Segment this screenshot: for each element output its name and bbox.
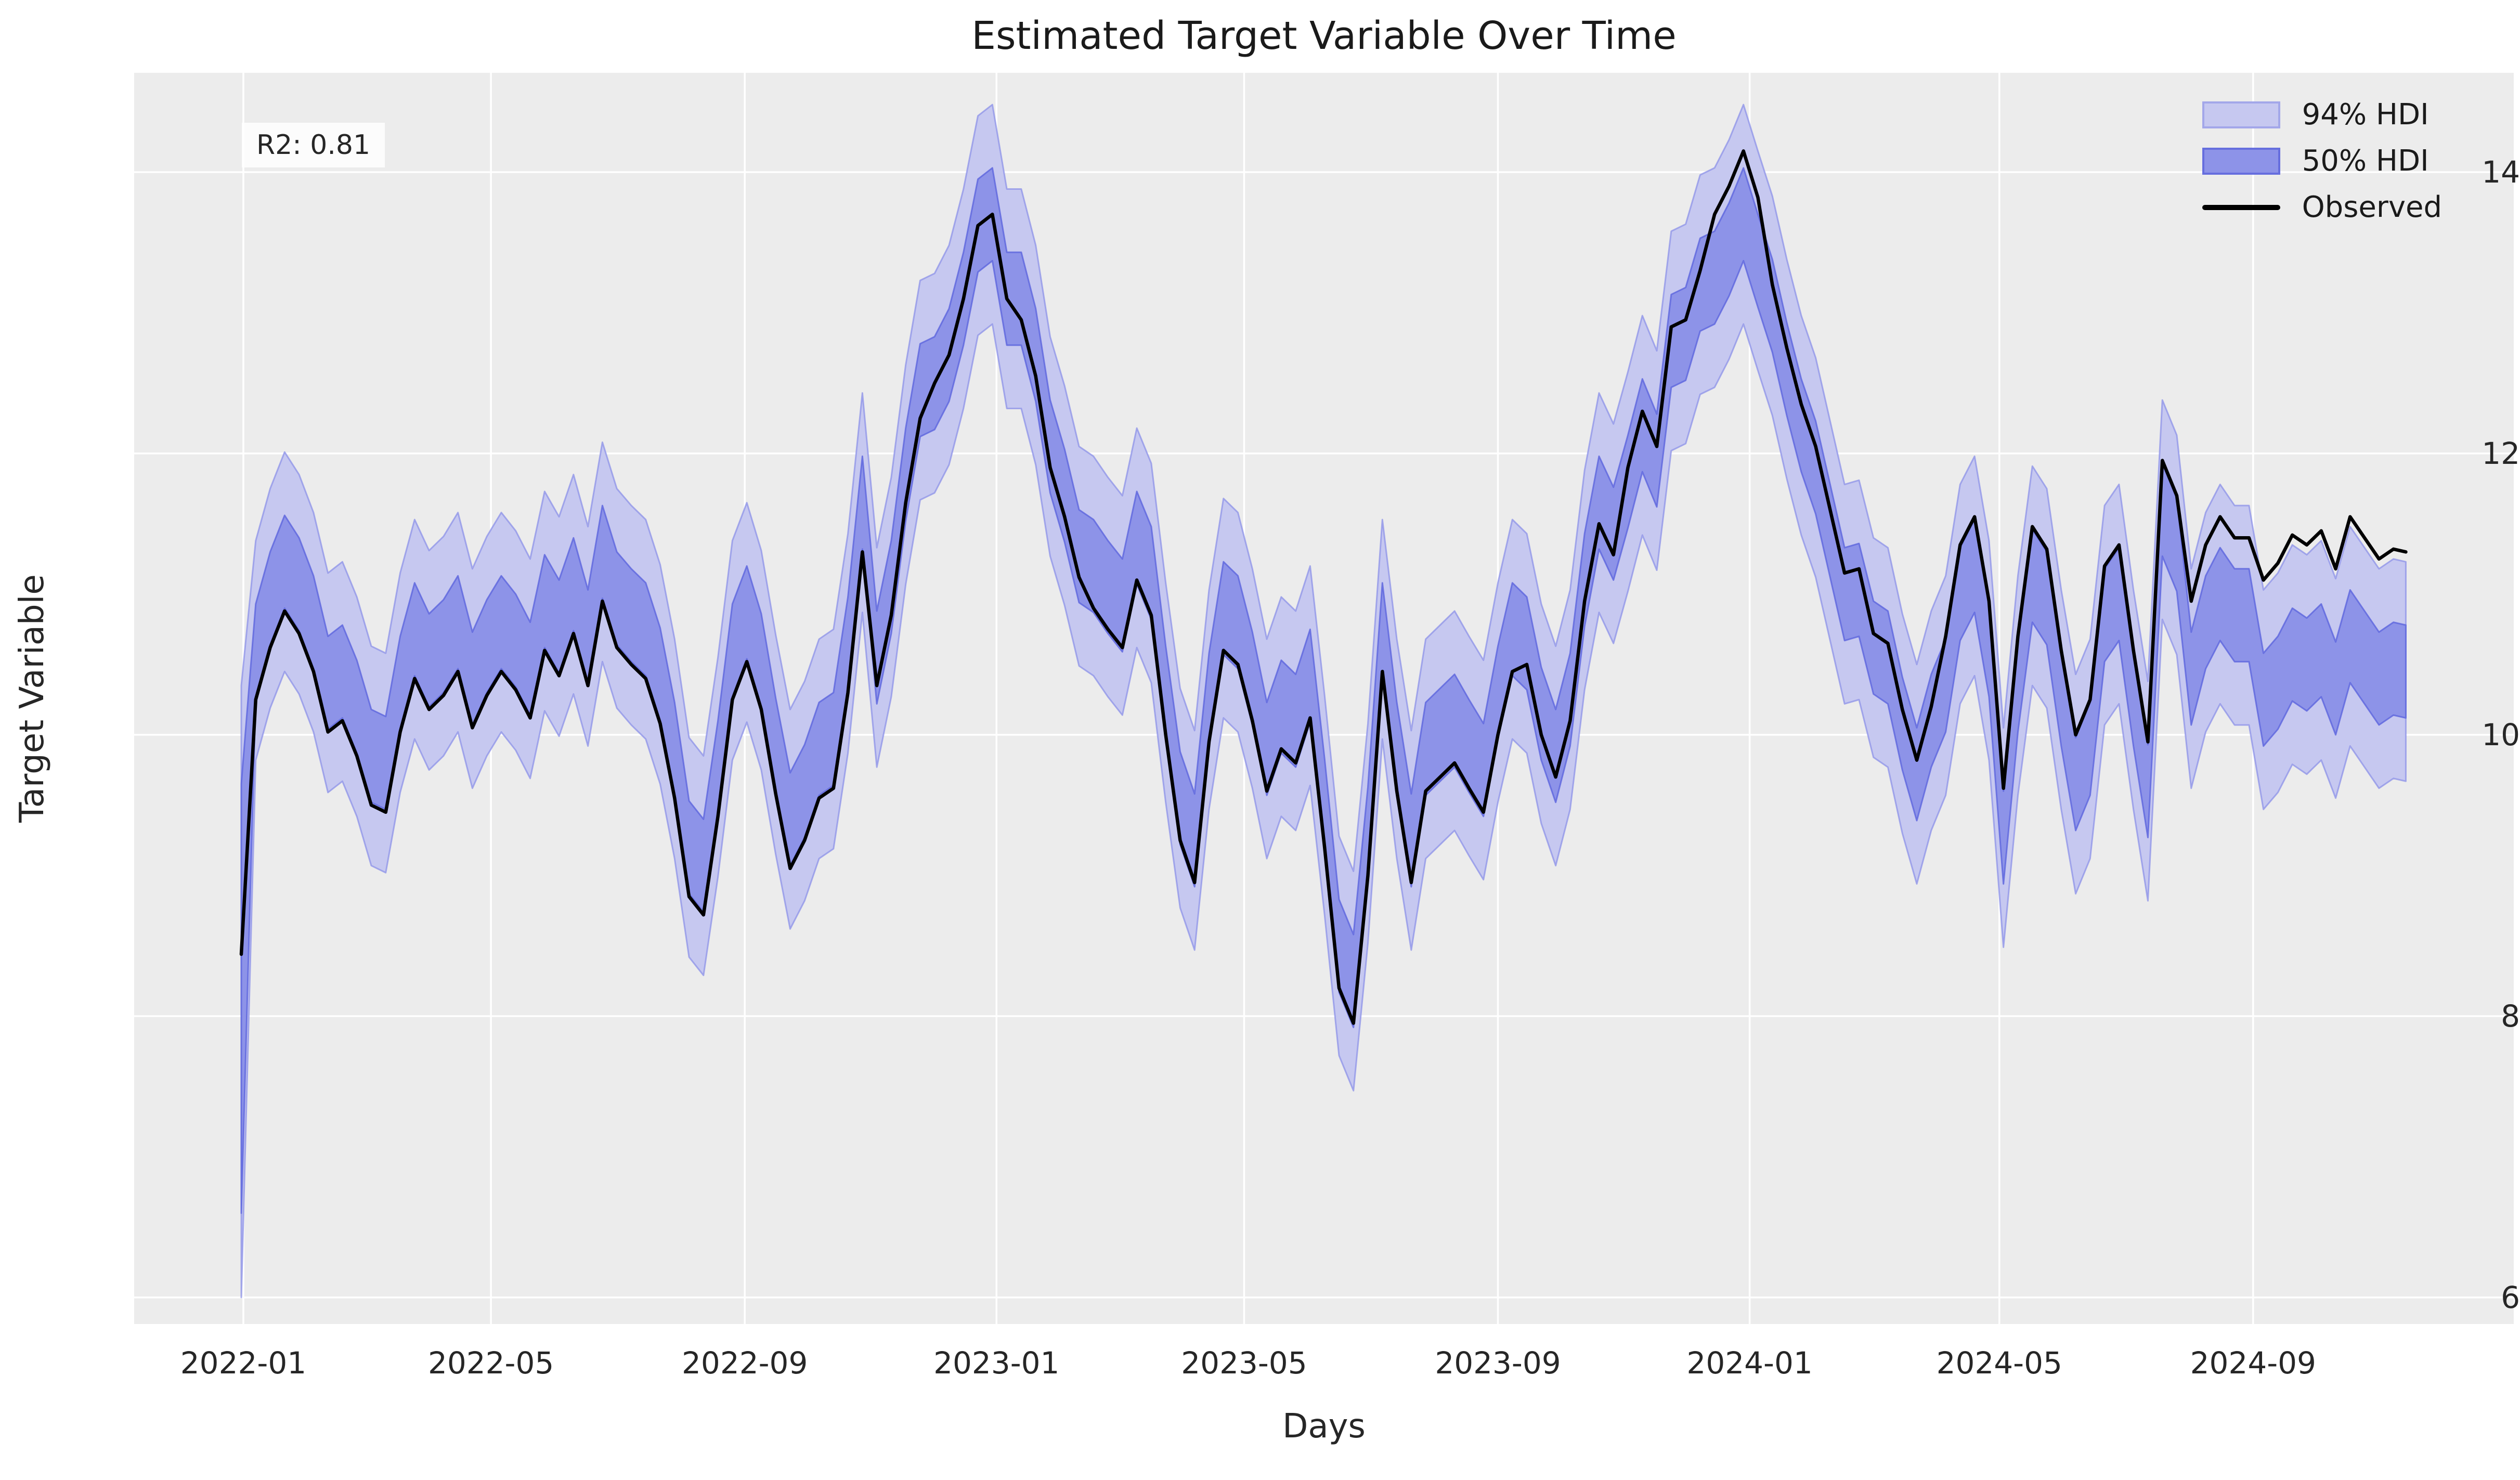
x-tick-label: 2024-05 <box>1936 1345 2062 1381</box>
x-tick-label: 2022-05 <box>427 1345 554 1381</box>
y-tick-label: 12 <box>2482 436 2520 471</box>
legend-item-94-hdi: 94% HDI <box>2202 98 2442 132</box>
y-tick-label: 10 <box>2482 717 2520 752</box>
legend-label: Observed <box>2302 190 2442 224</box>
x-tick-label: 2024-09 <box>2190 1345 2316 1381</box>
hdi94-band-swatch-icon <box>2202 101 2280 128</box>
x-tick-label: 2022-09 <box>682 1345 808 1381</box>
chart-title: Estimated Target Variable Over Time <box>971 14 1677 58</box>
x-axis-label: Days <box>1282 1407 1366 1446</box>
y-tick-label: 8 <box>2501 998 2520 1034</box>
y-tick-label: 6 <box>2501 1280 2520 1315</box>
x-tick-label: 2023-05 <box>1181 1345 1307 1381</box>
x-tick-label: 2022-01 <box>180 1345 307 1381</box>
r2-annotation: R2: 0.81 <box>242 123 385 167</box>
legend-label: 50% HDI <box>2302 144 2429 178</box>
hdi50-band-swatch-icon <box>2202 147 2280 175</box>
legend-item-50-hdi: 50% HDI <box>2202 144 2442 178</box>
x-tick-label: 2023-01 <box>933 1345 1060 1381</box>
legend: 94% HDI 50% HDI Observed <box>2202 98 2442 224</box>
y-axis-label: Target Variable <box>13 574 51 823</box>
legend-label: 94% HDI <box>2302 98 2429 132</box>
x-tick-label: 2023-09 <box>1435 1345 1561 1381</box>
x-tick-label: 2024-01 <box>1686 1345 1813 1381</box>
observed-line-swatch-icon <box>2202 194 2280 221</box>
y-tick-label: 14 <box>2482 154 2520 190</box>
legend-item-observed: Observed <box>2202 190 2442 224</box>
